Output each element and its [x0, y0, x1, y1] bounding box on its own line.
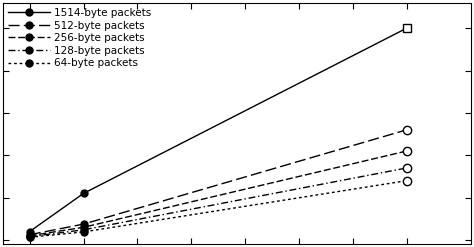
Legend: 1514-byte packets, 512-byte packets, 256-byte packets, 128-byte packets, 64-byte: 1514-byte packets, 512-byte packets, 256… [6, 6, 153, 70]
